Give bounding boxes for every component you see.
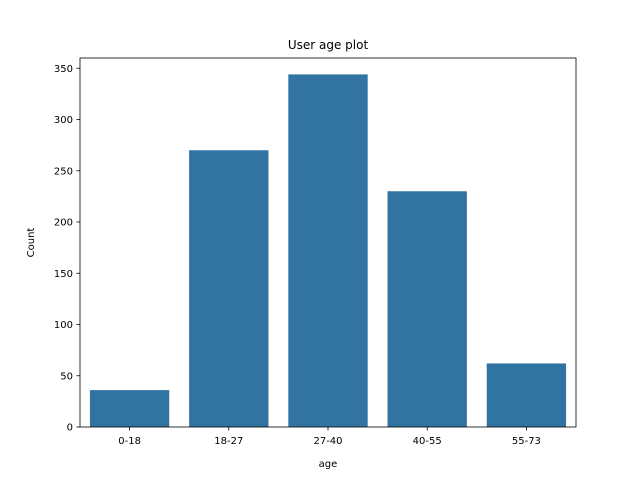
bar-0-18 [89, 390, 170, 427]
x-tick-label: 0-18 [118, 436, 141, 447]
x-tick-label: 18-27 [214, 436, 243, 447]
y-tick-label: 200 [54, 218, 73, 229]
x-axis-label: age [319, 459, 338, 470]
x-tick-label: 55-73 [512, 436, 541, 447]
y-tick-label: 0 [67, 423, 73, 434]
bar-40-55 [387, 191, 467, 427]
x-tick-label: 27-40 [313, 436, 342, 447]
x-axis-ticks: 0-18 18-27 27-40 40-55 55-73 [118, 427, 541, 447]
y-axis-ticks: 0 50 100 150 200 250 300 350 [54, 64, 80, 434]
x-tick-label: 40-55 [413, 436, 442, 447]
chart-title: User age plot [288, 38, 369, 52]
y-tick-label: 300 [54, 115, 73, 126]
y-tick-label: 150 [54, 269, 73, 280]
y-tick-label: 350 [54, 64, 73, 75]
bar-18-27 [189, 150, 269, 427]
bar-27-40 [288, 74, 368, 428]
y-tick-label: 50 [60, 371, 73, 382]
bar-55-73 [486, 363, 567, 427]
y-tick-label: 250 [54, 166, 73, 177]
y-tick-label: 100 [54, 320, 73, 331]
bars-group [89, 74, 567, 428]
y-axis-label: Count [26, 228, 37, 258]
